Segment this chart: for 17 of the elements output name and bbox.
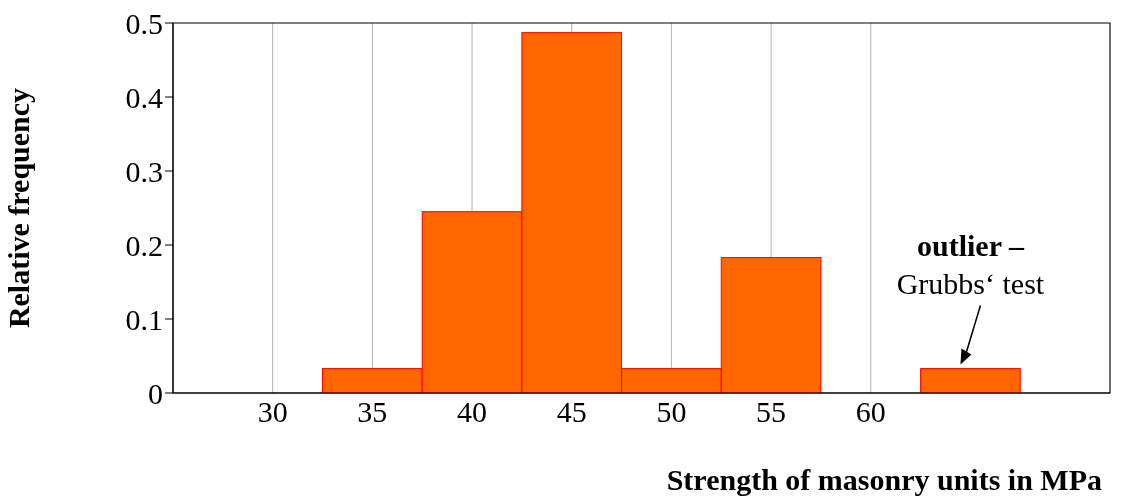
annotation: outlier – xyxy=(916,228,1025,262)
y-tick-label: 0.1 xyxy=(125,302,163,336)
x-axis-title: Strength of masonry units in MPa xyxy=(666,463,1102,496)
y-tick-label: 0.5 xyxy=(125,6,163,40)
y-tick-label: 0.2 xyxy=(125,228,163,262)
x-tick-label: 35 xyxy=(357,395,388,429)
x-tick-label: 45 xyxy=(556,395,587,429)
y-axis-title: Relative frequency xyxy=(1,87,35,329)
y-tick-label: 0 xyxy=(148,376,163,410)
x-tick-label: 50 xyxy=(656,395,687,429)
y-tick-label: 0.3 xyxy=(125,154,163,188)
x-tick-label: 55 xyxy=(756,395,787,429)
x-tick-label: 60 xyxy=(855,395,886,429)
x-tick-label: 30 xyxy=(257,395,288,429)
y-tick-label: 0.4 xyxy=(125,80,163,114)
annotation: Grubbs‘ test xyxy=(896,266,1045,300)
x-tick-label: 40 xyxy=(457,395,488,429)
